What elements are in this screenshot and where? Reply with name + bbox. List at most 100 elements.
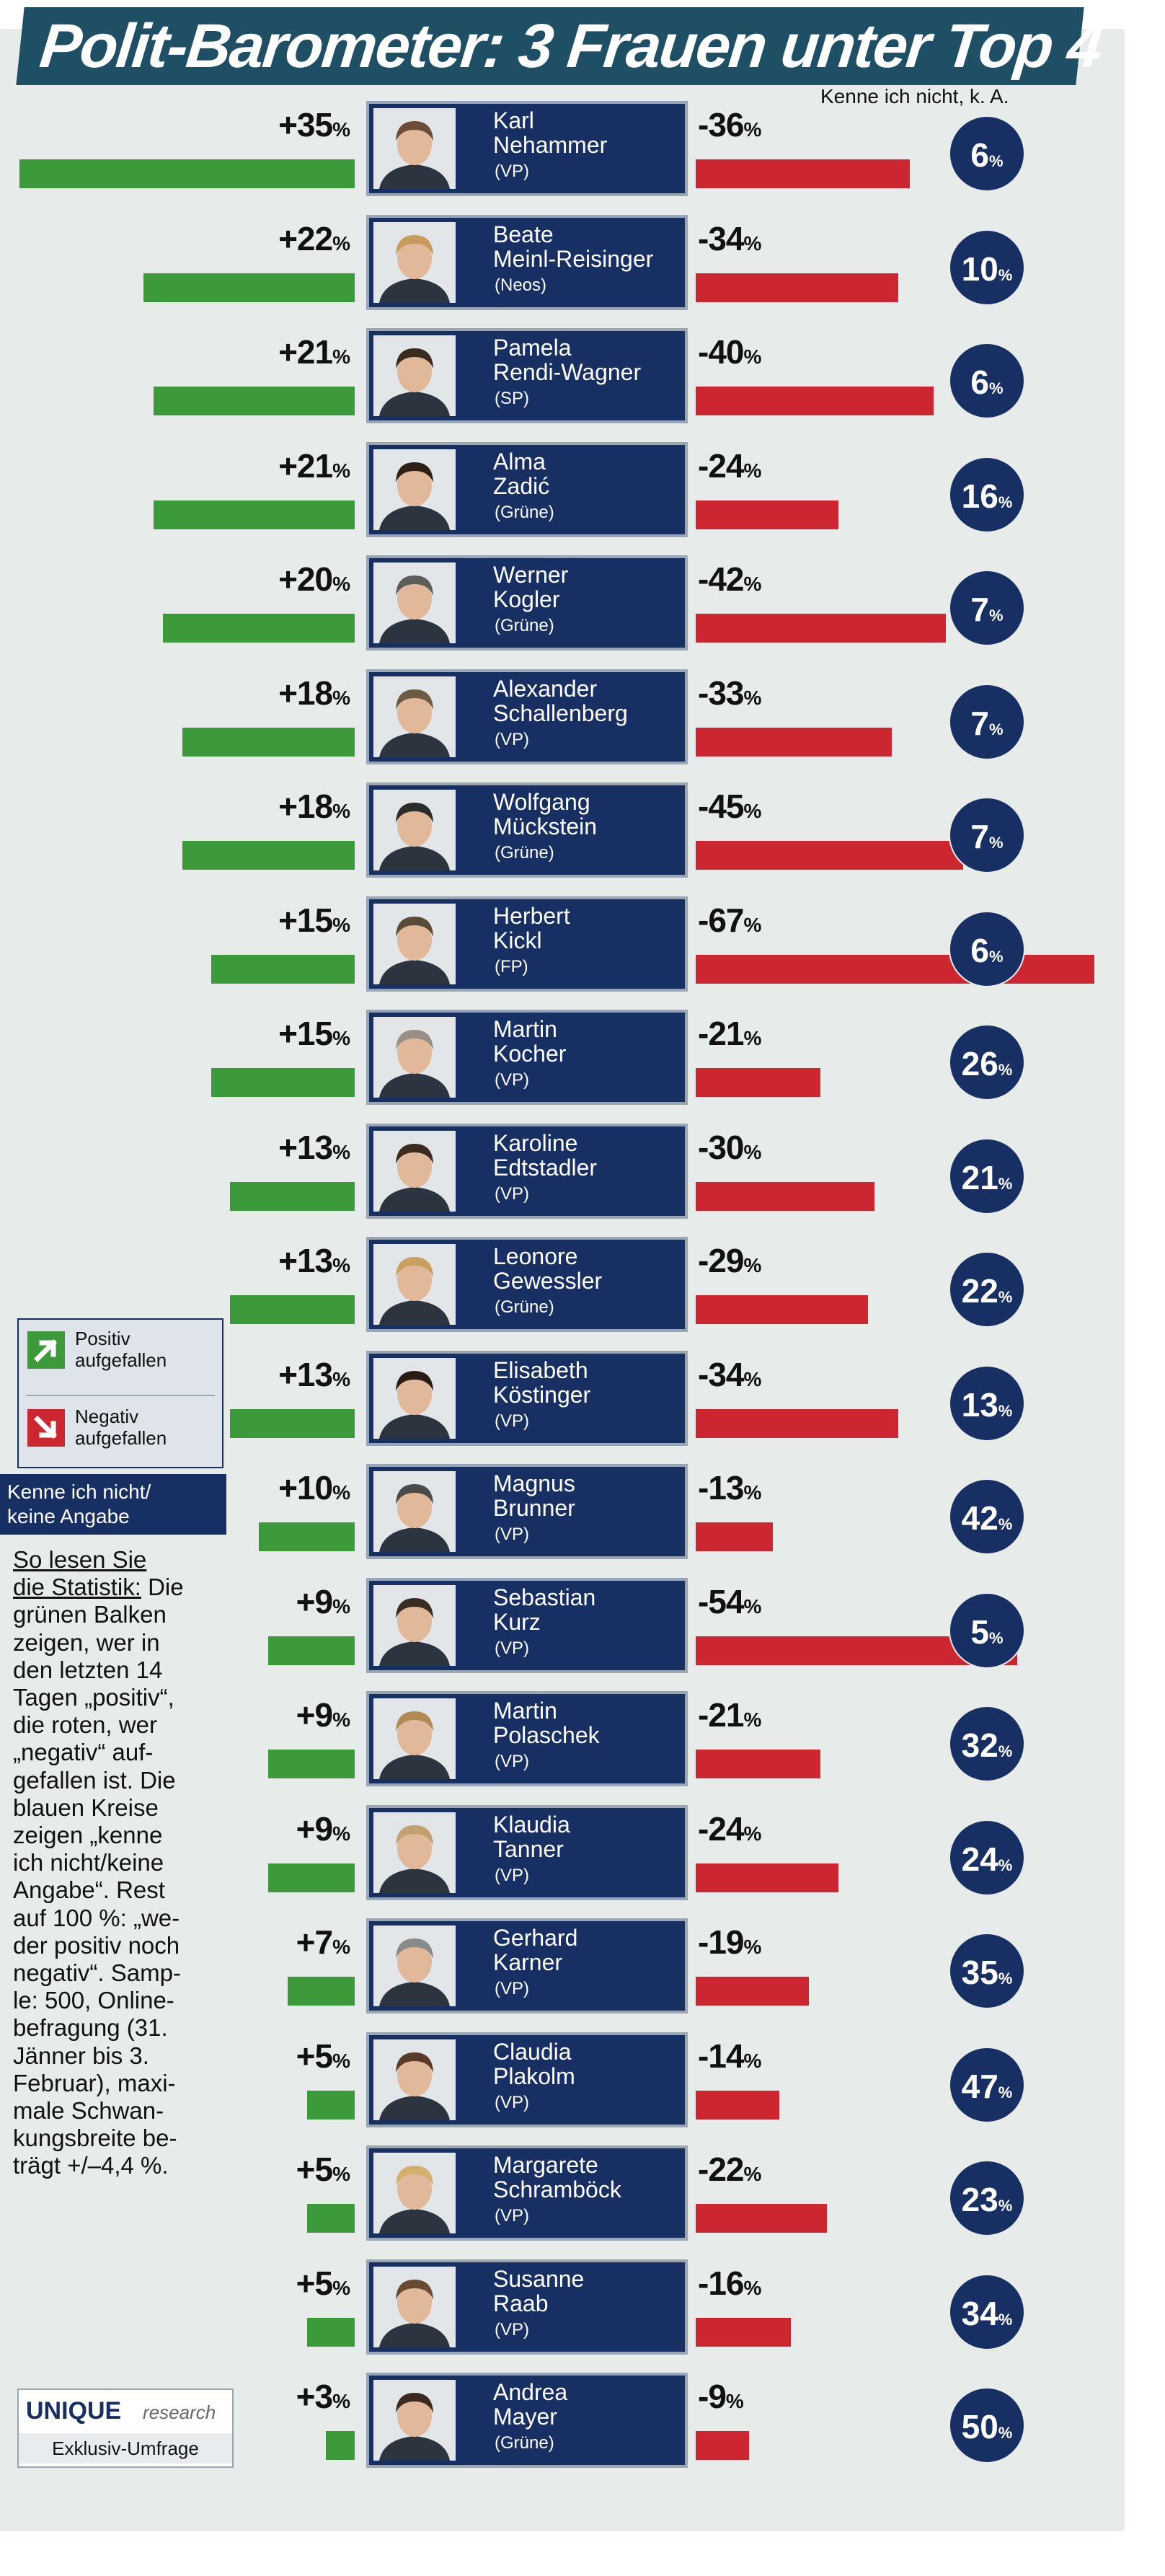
politician-last-name: Kickl: [493, 927, 542, 953]
politician-first-name: Margarete: [493, 2152, 598, 2178]
source-logo: UNIQUE research Exklusiv-Umfrage: [17, 2388, 234, 2468]
politician-first-name: Martin: [493, 1698, 557, 1724]
politician-photo: [373, 2266, 456, 2347]
positive-bar: [268, 1750, 355, 1778]
explanation-line: blauen Kreise: [13, 1794, 159, 1821]
positive-value: +7%: [296, 1923, 350, 1961]
negative-bar: [696, 159, 910, 188]
politician-photo: [373, 449, 456, 530]
politician-last-name: Brunner: [493, 1495, 575, 1521]
legend-positive-label-2: aufgefallen: [75, 1349, 167, 1371]
politician-party: (Grüne): [495, 843, 554, 863]
politician-photo: [373, 1926, 456, 2006]
legend-divider: [26, 1395, 215, 1396]
politician-party: (VP): [495, 1752, 529, 1771]
politician-photo: [373, 676, 456, 757]
politician-first-name: Herbert: [493, 902, 570, 929]
politician-party: (VP): [495, 1183, 529, 1204]
politician-party: (VP): [495, 1525, 529, 1544]
negative-bar: [696, 2431, 750, 2460]
politician-card: Werner Kogler (Grüne): [366, 555, 688, 650]
negative-bar: [696, 2317, 791, 2347]
politician-card: Leonore Gewessler (Grüne): [366, 1237, 688, 1332]
politician-party: (VP): [495, 1865, 529, 1885]
politician-last-name: Raab: [493, 2290, 549, 2316]
politician-party: (Grüne): [495, 616, 554, 635]
positive-value: +9%: [296, 1809, 350, 1848]
negative-value: -16%: [698, 2264, 761, 2302]
politician-row: +13% Karoline Edtstadler (VP) -30% 21%: [0, 1122, 1125, 1236]
politician-card: Alexander Schallenberg (VP): [366, 669, 688, 764]
positive-bar: [326, 2431, 355, 2460]
politician-row: +20% Werner Kogler (Grüne) -42% 7%: [0, 554, 1125, 668]
negative-value: -36%: [698, 106, 761, 144]
legend-positive-label-1: Positiv: [75, 1328, 130, 1349]
positive-value: +21%: [278, 333, 350, 371]
politician-row: +10% Magnus Brunner (VP) -13% 42%: [0, 1463, 1125, 1576]
politician-first-name: Klaudia: [493, 1811, 570, 1838]
positive-value: +5%: [296, 2037, 350, 2075]
dk-value-circle: 21%: [949, 1137, 1025, 1214]
positive-value: +9%: [296, 1582, 350, 1620]
negative-bar: [696, 1750, 821, 1778]
explanation-underlined: die Statistik:: [13, 1574, 141, 1601]
politician-card: Klaudia Tanner (VP): [366, 1804, 688, 1900]
politician-party: (Grüne): [495, 2433, 554, 2453]
negative-bar: [696, 1181, 874, 1211]
negative-bar: [696, 1863, 838, 1892]
dk-value-circle: 5%: [949, 1592, 1025, 1669]
politician-card: Magnus Brunner (VP): [366, 1464, 688, 1559]
politician-photo: [373, 1244, 456, 1325]
explanation-line: grünen Balken: [13, 1601, 167, 1628]
negative-value: -40%: [698, 333, 761, 371]
politician-party: (FP): [495, 956, 528, 976]
explanation-line: gefallen ist. Die: [13, 1766, 176, 1794]
negative-bar: [696, 1408, 898, 1438]
positive-value: +5%: [296, 2264, 350, 2302]
dk-value-circle: 6%: [949, 343, 1025, 419]
politician-photo: [373, 1130, 456, 1212]
positive-bar: [19, 159, 355, 188]
positive-value: +5%: [296, 2151, 350, 2188]
explanation-line: die roten, wer: [13, 1711, 157, 1739]
politician-photo: [373, 335, 456, 416]
politician-photo: [373, 563, 456, 643]
politician-last-name: Nehammer: [493, 132, 608, 158]
politician-last-name: Gewessler: [493, 1268, 603, 1294]
positive-bar: [230, 1181, 355, 1211]
politician-card: Susanne Raab (VP): [366, 2259, 688, 2355]
dk-value-circle: 34%: [949, 2273, 1025, 2350]
positive-bar: [143, 273, 355, 302]
explanation-line: Angabe“. Rest: [13, 1876, 165, 1904]
explanation-line: kungsbreite be-: [13, 2125, 177, 2152]
politician-first-name: Susanne: [493, 2265, 585, 2292]
politician-row: +15% Martin Kocher (VP) -21% 26%: [0, 1008, 1125, 1122]
negative-value: -33%: [698, 674, 761, 712]
politician-first-name: Alma: [493, 448, 546, 475]
negative-value: -24%: [698, 446, 761, 485]
politician-row: +9% Sebastian Kurz (VP) -54% 5%: [0, 1576, 1125, 1690]
politician-card: Martin Polaschek (VP): [366, 1691, 688, 1786]
positive-value: +18%: [278, 674, 350, 712]
negative-bar: [696, 614, 946, 643]
politician-first-name: Karoline: [493, 1129, 578, 1156]
positive-arrow-icon: [27, 1331, 65, 1369]
politician-row: +18% Alexander Schallenberg (VP) -33% 7%: [0, 668, 1125, 782]
negative-value: -21%: [698, 1696, 761, 1734]
politician-last-name: Schramböck: [493, 2176, 621, 2202]
positive-bar: [268, 1636, 355, 1665]
explanation-line: Februar), maxi-: [13, 2069, 176, 2096]
dk-value-circle: 50%: [949, 2387, 1025, 2463]
politician-party: (VP): [495, 1411, 529, 1431]
positive-bar: [211, 1068, 355, 1097]
negative-value: -34%: [698, 219, 761, 257]
positive-bar: [259, 1522, 355, 1551]
politician-first-name: Alexander: [493, 675, 598, 702]
dk-value-circle: 7%: [949, 570, 1025, 646]
politician-row: +9% Martin Polaschek (VP) -21% 32%: [0, 1690, 1125, 1804]
positive-value: +13%: [278, 1242, 350, 1279]
dk-value-circle: 23%: [949, 2160, 1025, 2236]
positive-bar: [268, 1863, 355, 1892]
politician-first-name: Elisabeth: [493, 1357, 588, 1383]
politician-first-name: Gerhard: [493, 1925, 578, 1951]
